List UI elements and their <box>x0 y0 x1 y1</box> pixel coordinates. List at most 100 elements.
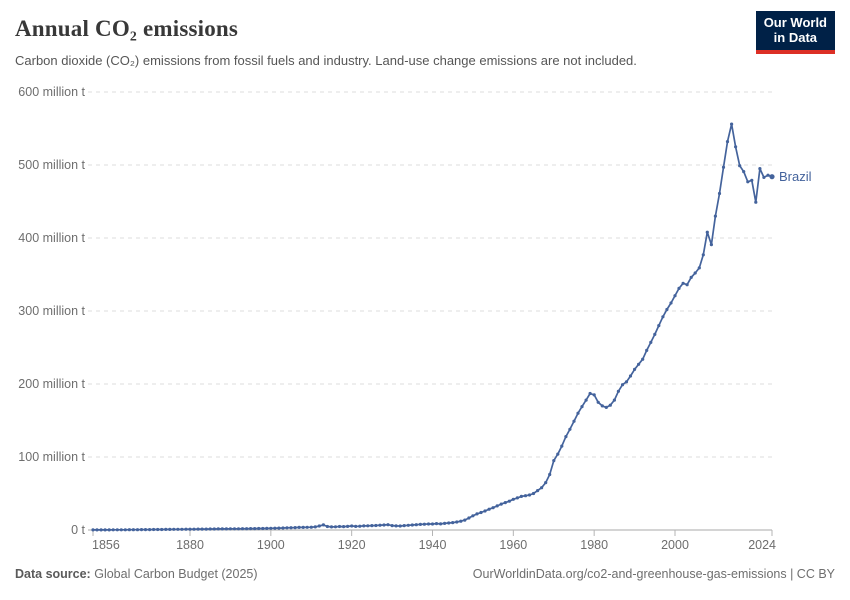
data-point <box>519 494 524 498</box>
data-point <box>394 524 398 528</box>
data-point <box>624 380 629 384</box>
data-point <box>762 175 766 179</box>
chart-footer: Data source: Global Carbon Budget (2025)… <box>15 567 835 581</box>
data-point <box>758 167 762 171</box>
data-point <box>269 526 273 530</box>
data-point <box>628 374 633 378</box>
owid-logo[interactable]: Our World in Data <box>755 11 835 54</box>
data-point <box>548 472 552 477</box>
data-point <box>641 357 645 361</box>
data-point <box>721 165 726 169</box>
data-point <box>511 497 515 501</box>
data-point <box>204 527 208 531</box>
data-point <box>317 524 321 528</box>
data-point <box>143 528 148 532</box>
data-point <box>746 180 750 184</box>
data-point <box>107 528 111 532</box>
x-tick-label: 1980 <box>580 538 608 552</box>
data-point <box>426 522 431 526</box>
data-point <box>422 522 426 526</box>
data-point <box>455 520 459 524</box>
data-point <box>479 510 483 515</box>
data-point <box>257 526 261 531</box>
emissions-line <box>93 123 773 531</box>
data-point <box>552 459 556 463</box>
data-point <box>568 427 572 431</box>
data-point <box>653 332 657 336</box>
emissions-line-chart[interactable]: 0 t 100 million t 200 million t 300 million… <box>0 80 850 560</box>
data-point <box>410 523 414 527</box>
data-point <box>572 419 576 423</box>
data-point <box>378 523 382 527</box>
data-point <box>220 527 224 531</box>
x-tick-label: 2000 <box>661 538 689 552</box>
data-point <box>612 398 617 402</box>
data-point <box>176 527 180 531</box>
data-point <box>277 526 281 530</box>
data-point <box>309 525 313 529</box>
data-point <box>111 528 115 532</box>
data-point <box>439 522 443 526</box>
data-point <box>131 528 135 532</box>
data-point <box>742 170 746 174</box>
data-point <box>261 526 265 531</box>
data-point <box>382 523 386 527</box>
data-point <box>709 243 714 247</box>
credit-link[interactable]: OurWorldinData.org/co2-and-greenhouse-ga… <box>472 567 835 581</box>
data-point <box>346 524 350 528</box>
data-point <box>451 521 455 525</box>
data-point <box>115 528 119 532</box>
data-point <box>443 521 447 525</box>
data-point <box>705 230 709 234</box>
data-point <box>685 283 689 287</box>
data-point <box>487 507 491 511</box>
data-point <box>208 527 212 531</box>
data-source-label: Data source: <box>15 567 91 581</box>
data-point <box>390 524 394 528</box>
data-point <box>273 526 277 530</box>
data-point <box>265 526 269 530</box>
data-point <box>329 525 334 529</box>
data-source: Data source: Global Carbon Budget (2025) <box>15 567 258 581</box>
y-tick-label: 600 million t <box>18 85 85 99</box>
data-point <box>398 524 402 528</box>
data-point <box>665 307 669 312</box>
data-point <box>386 523 390 527</box>
data-point <box>536 489 540 493</box>
data-point <box>160 527 164 532</box>
data-point <box>91 528 95 532</box>
y-tick-label: 200 million t <box>18 377 85 391</box>
data-point <box>677 286 681 290</box>
data-point <box>527 493 532 497</box>
data-point <box>645 348 649 352</box>
chart-subtitle: Carbon dioxide (CO₂) emissions from foss… <box>15 53 637 68</box>
data-point <box>669 301 673 305</box>
owid-logo-line2: in Data <box>773 29 818 45</box>
x-tick-label: 2024 <box>748 538 776 552</box>
data-point <box>240 527 245 531</box>
data-point <box>285 526 289 530</box>
data-point <box>584 398 588 402</box>
data-point <box>196 527 200 531</box>
data-point <box>564 435 568 439</box>
data-point <box>596 400 600 404</box>
data-point <box>471 514 475 518</box>
data-point <box>281 526 285 530</box>
x-tick-label: 1960 <box>499 538 527 552</box>
data-point <box>475 512 479 516</box>
data-point <box>297 525 301 529</box>
data-point <box>766 173 770 177</box>
data-point <box>459 519 463 523</box>
x-tick-label: 1900 <box>257 538 285 552</box>
data-point <box>507 499 511 503</box>
data-point <box>402 524 406 528</box>
data-point <box>576 411 580 415</box>
data-point <box>148 528 152 532</box>
data-point <box>135 528 140 532</box>
data-point <box>588 391 592 396</box>
data-point <box>362 524 366 528</box>
owid-logo-line1: Our World <box>763 15 827 30</box>
data-point <box>350 524 354 528</box>
data-point <box>224 527 228 531</box>
data-point <box>313 525 317 529</box>
